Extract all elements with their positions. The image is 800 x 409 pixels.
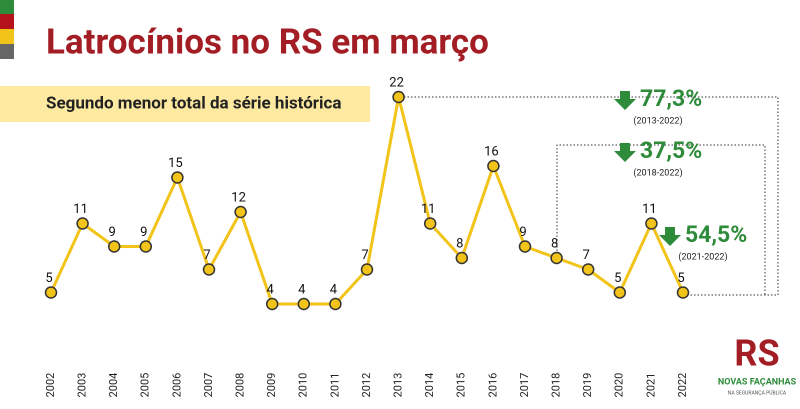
x-tick-label: 2020	[613, 373, 626, 398]
stripe	[0, 29, 14, 44]
annotation-value: 77,3%	[640, 85, 702, 112]
annotation-period: (2013-2022)	[633, 115, 682, 126]
x-tick-label: 2004	[107, 373, 120, 398]
data-label: 7	[583, 248, 590, 263]
annotation-period: (2018-2022)	[633, 167, 682, 178]
point	[234, 205, 247, 219]
point	[581, 263, 595, 276]
x-tick-label: 2014	[423, 373, 436, 398]
data-label: 11	[421, 202, 436, 217]
x-tick-label: 2002	[44, 373, 57, 398]
data-label: 5	[677, 271, 684, 286]
x-tick-label: 2013	[392, 373, 405, 398]
data-label: 11	[73, 202, 88, 217]
point	[423, 217, 437, 230]
data-label: 15	[168, 156, 183, 171]
x-tick-label: 2010	[297, 373, 310, 398]
point	[645, 217, 658, 230]
data-label: 7	[361, 248, 368, 263]
data-label: 9	[140, 225, 147, 240]
stripe	[0, 44, 14, 59]
point	[613, 286, 627, 299]
point	[265, 297, 279, 311]
point	[455, 251, 469, 265]
annotation-value: 37,5%	[640, 137, 702, 164]
stripe	[0, 0, 14, 14]
data-label: 12	[231, 190, 246, 205]
x-tick-label: 2017	[518, 373, 531, 398]
data-label: 7	[203, 248, 210, 263]
point	[202, 263, 216, 276]
x-tick-label: 2003	[76, 373, 89, 398]
point	[139, 240, 153, 253]
arrow-icon	[614, 143, 636, 162]
x-tick-label: 2008	[234, 373, 247, 398]
x-tick-label: 2009	[265, 373, 278, 398]
x-tick-label: 2022	[676, 373, 689, 398]
data-label: 22	[389, 75, 404, 90]
stripe	[0, 14, 14, 29]
annotation-value: 54,5%	[685, 221, 747, 248]
x-tick-label: 2007	[202, 373, 215, 398]
data-label: 4	[330, 282, 338, 297]
point	[76, 217, 89, 230]
logo-text: RS	[734, 333, 779, 375]
point	[676, 286, 690, 299]
subtitle: Segundo menor total da série histórica	[46, 93, 341, 113]
x-tick-label: 2015	[455, 373, 468, 398]
data-label: 9	[109, 225, 116, 240]
annotation-period: (2021-2022)	[678, 251, 727, 262]
data-label: 8	[551, 236, 558, 251]
arrow-icon	[614, 91, 636, 110]
x-tick-label: 2021	[644, 373, 657, 398]
data-label: 9	[519, 225, 526, 240]
point	[297, 297, 311, 311]
point	[550, 251, 563, 265]
chart-title: Latrocínios no RS em março	[46, 21, 489, 62]
x-tick-label: 2018	[550, 373, 563, 398]
x-tick-label: 2006	[170, 373, 183, 398]
data-label: 4	[267, 282, 275, 297]
data-label: 4	[298, 282, 306, 297]
data-label: 16	[484, 144, 499, 159]
data-label: 8	[456, 236, 463, 251]
data-label: 5	[614, 271, 621, 286]
point	[518, 240, 532, 253]
point	[171, 171, 184, 184]
point	[329, 297, 342, 311]
point	[44, 286, 58, 299]
arrow-icon	[659, 227, 681, 246]
point	[487, 159, 500, 173]
x-tick-label: 2019	[581, 373, 594, 398]
x-tick-label: 2012	[360, 373, 373, 398]
x-tick-label: 2011	[328, 373, 341, 398]
data-label: 11	[642, 202, 657, 217]
point	[360, 263, 374, 276]
logo-tagline: NOVAS FAÇANHAS	[718, 377, 797, 387]
point	[107, 240, 121, 253]
brackets	[404, 96, 779, 296]
x-tick-label: 2005	[139, 373, 152, 398]
subtitle-banner	[0, 86, 370, 122]
data-label: 5	[45, 271, 52, 286]
logo-subtitle: NA SEGURANÇA PÚBLICA	[728, 389, 787, 396]
logo: RS NOVAS FAÇANHAS NA SEGURANÇA PÚBLICA	[718, 333, 797, 397]
point	[392, 90, 405, 104]
x-tick-label: 2016	[486, 373, 499, 398]
